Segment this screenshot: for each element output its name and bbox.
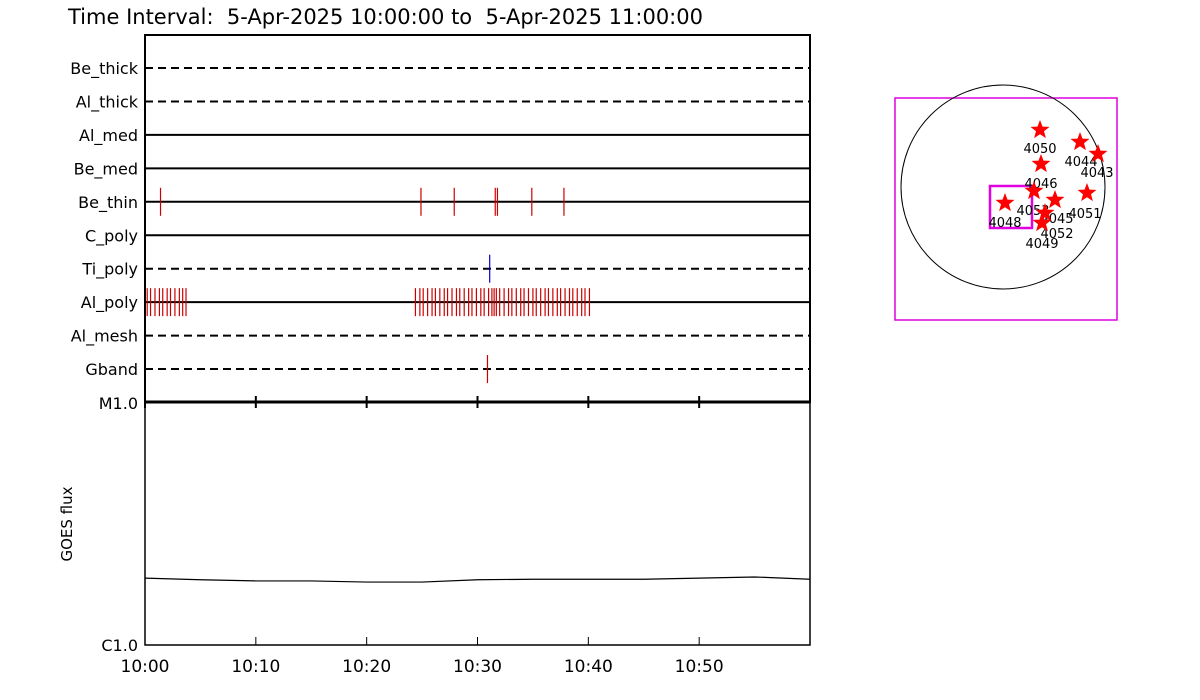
row-label: Al_mesh: [71, 327, 138, 347]
region-label: 4051: [1068, 207, 1101, 222]
row-label: Al_thick: [76, 92, 139, 112]
region-star: [1088, 144, 1108, 163]
x-tick-label: 10:00: [121, 657, 170, 677]
y-axis-label: GOES flux: [58, 486, 76, 561]
row-label: Gband: [85, 360, 138, 379]
x-tick-label: 10:40: [564, 657, 613, 677]
y-tick-label: M1.0: [99, 394, 138, 413]
row-label: Ti_poly: [81, 260, 138, 280]
row-label: Al_med: [79, 126, 138, 146]
region-star: [1045, 190, 1065, 209]
region-star: [1070, 132, 1090, 151]
x-tick-label: 10:20: [342, 657, 391, 677]
region-label: 4043: [1080, 166, 1113, 181]
row-label: Al_poly: [81, 293, 138, 313]
x-tick-label: 10:50: [675, 657, 724, 677]
row-label: Be_thick: [70, 59, 138, 79]
region-star: [1024, 181, 1044, 200]
solar-disk: [900, 84, 1106, 290]
region-label: 4044: [1064, 155, 1097, 170]
timeline-frame: [144, 34, 811, 403]
region-label: 4048: [988, 216, 1021, 231]
row-label: Be_med: [74, 159, 138, 179]
map-frame: [894, 97, 1118, 321]
region-star: [1035, 203, 1055, 222]
region-label: 4052: [1040, 227, 1073, 242]
y-tick-label: C1.0: [101, 636, 138, 655]
region-label: 4050: [1023, 142, 1056, 157]
region-label: 4049: [1025, 237, 1058, 252]
region-star: [1030, 120, 1050, 139]
region-star: [1077, 183, 1097, 202]
region-star: [1032, 213, 1052, 232]
region-star: [1031, 154, 1051, 173]
title: Time Interval: 5-Apr-2025 10:00:00 to 5-…: [67, 5, 703, 29]
region-star: [995, 193, 1015, 212]
row-label: Be_thin: [78, 193, 138, 213]
fov-box: [988, 184, 1034, 230]
goes-line: [144, 576, 811, 583]
x-tick-label: 10:30: [453, 657, 502, 677]
x-tick-label: 10:10: [231, 657, 280, 677]
goes-frame: [144, 401, 811, 646]
row-label: C_poly: [85, 226, 138, 246]
